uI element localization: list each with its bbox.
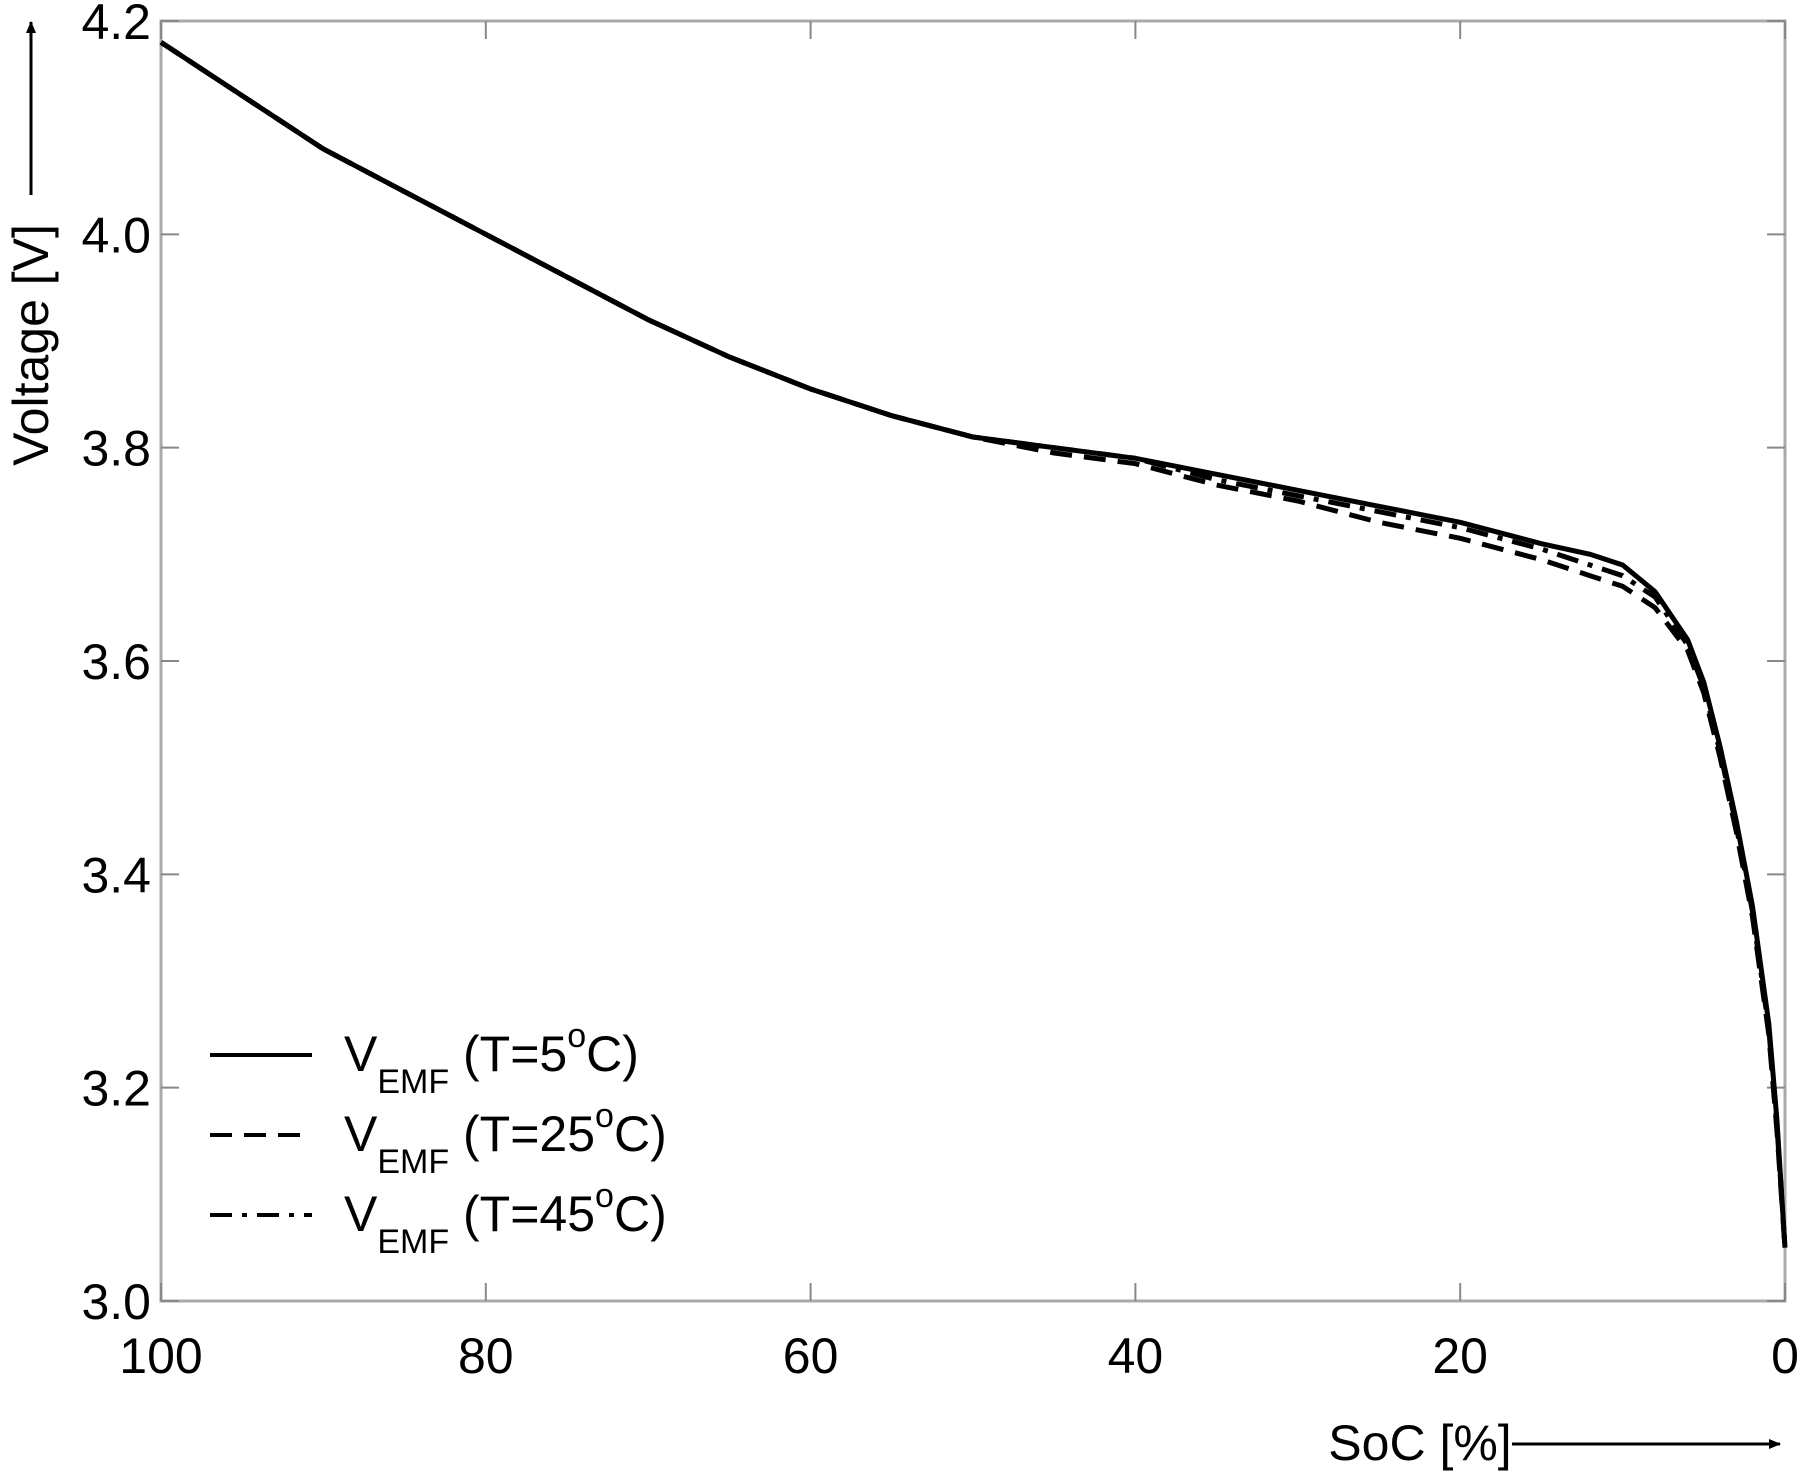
- legend-label-part: C): [614, 1106, 667, 1162]
- legend-label-part: C): [614, 1186, 667, 1242]
- y-tick-label: 4.2: [81, 0, 151, 50]
- legend-label-part: (T=45: [449, 1186, 595, 1242]
- x-tick-label: 40: [1108, 1328, 1164, 1384]
- plot-frame: [159, 19, 1787, 1303]
- x-tick-label: 20: [1432, 1328, 1488, 1384]
- x-tick-label: 80: [458, 1328, 514, 1384]
- legend-label-part: (T=25: [449, 1106, 595, 1162]
- legend-label-part: V: [344, 1106, 378, 1162]
- legend-label-part: EMF: [377, 1143, 449, 1181]
- legend-label-part: (T=5: [449, 1026, 567, 1082]
- legend-label-part: C): [586, 1026, 639, 1082]
- legend-label-part: EMF: [377, 1063, 449, 1101]
- y-tick-label: 3.0: [81, 1274, 151, 1330]
- data-line: [159, 40, 1788, 1248]
- y-tick-label: 3.6: [81, 634, 151, 690]
- y-tick-label: 3.4: [81, 847, 151, 903]
- x-tick-label: 100: [119, 1328, 202, 1384]
- y-tick-label: 3.8: [81, 421, 151, 477]
- legend-label: VEMF (T=25oC): [344, 1097, 667, 1181]
- legend-label: VEMF (T=45oC): [344, 1177, 667, 1261]
- legend-label-part: V: [344, 1026, 378, 1082]
- y-axis-label: Voltage [V]: [3, 224, 59, 466]
- legend-label-part: EMF: [377, 1223, 449, 1261]
- x-tick-label: 0: [1771, 1328, 1799, 1384]
- legend-label-part: o: [567, 1017, 586, 1055]
- legend-label-part: o: [595, 1097, 614, 1135]
- data-line: [159, 40, 1788, 1248]
- legend-label-part: o: [595, 1177, 614, 1215]
- y-tick-label: 4.0: [81, 207, 151, 263]
- y-tick-label: 3.2: [81, 1061, 151, 1117]
- x-axis-label: SoC [%]: [1328, 1415, 1511, 1471]
- legend-label-part: V: [344, 1186, 378, 1242]
- x-tick-label: 60: [783, 1328, 839, 1384]
- legend-label: VEMF (T=5oC): [344, 1017, 639, 1101]
